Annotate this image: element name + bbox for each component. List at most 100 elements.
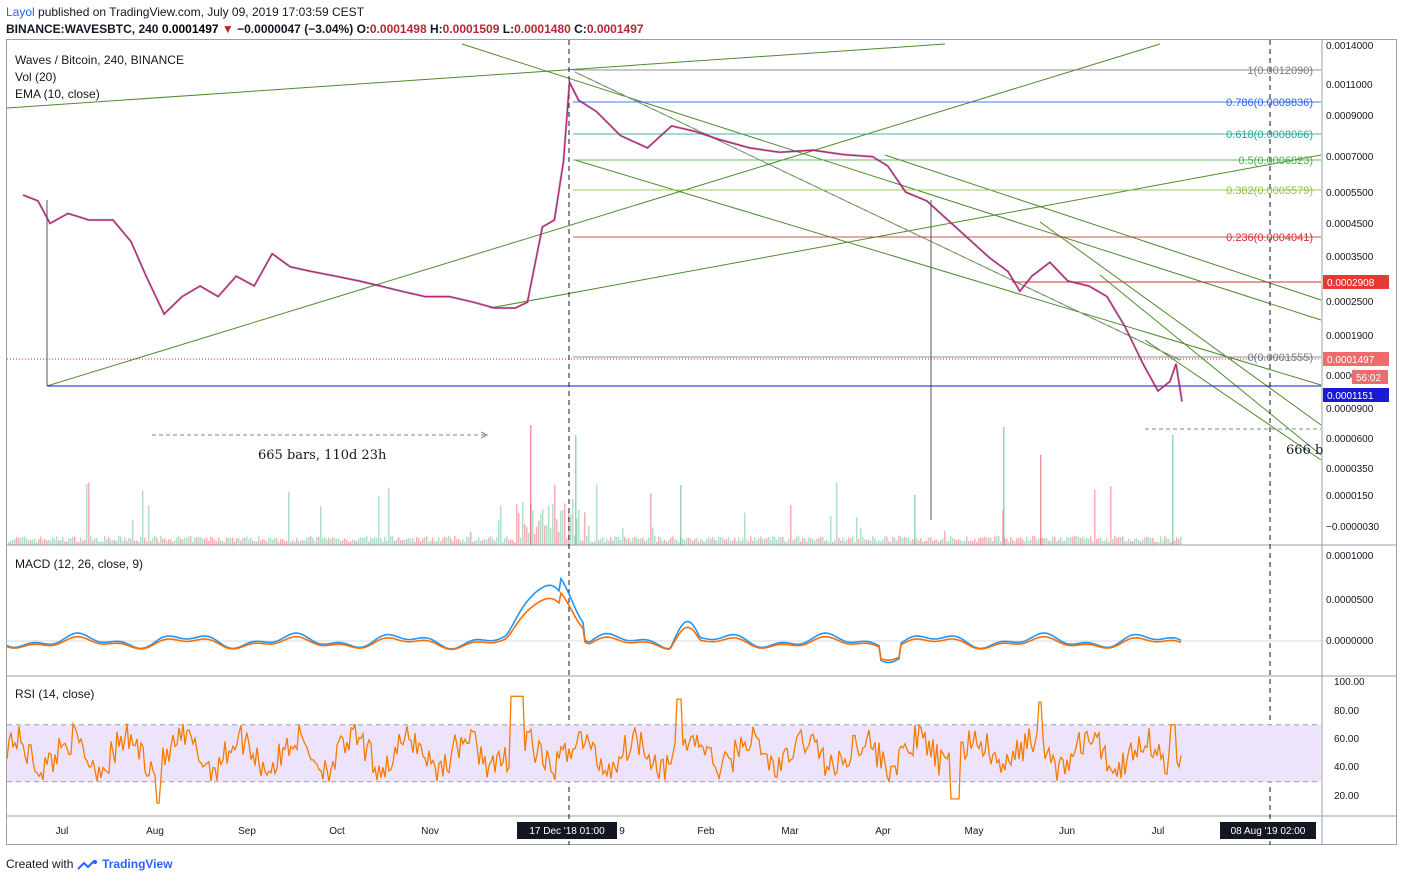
volume-bar [234, 541, 236, 545]
volume-bar [896, 540, 898, 545]
macd-legend[interactable]: MACD (12, 26, close, 9) [15, 557, 144, 571]
tradingview-brand[interactable]: TradingView [102, 857, 173, 871]
volume-bar [550, 528, 552, 545]
volume-bar [112, 539, 114, 545]
volume-bar [776, 539, 778, 545]
volume-bar [404, 539, 406, 545]
volume-bar [842, 537, 844, 545]
volume-bar [784, 541, 786, 545]
volume-bar [122, 541, 124, 545]
volume-bar [586, 535, 588, 545]
volume-bar [1076, 536, 1078, 545]
volume-bar [716, 540, 718, 545]
time-axis-tick: Oct [329, 826, 345, 837]
volume-bar [796, 536, 798, 545]
volume-bar [930, 537, 932, 545]
price-axis-tick: 0.0014000 [1326, 41, 1374, 52]
volume-bar [110, 539, 112, 545]
volume-bar [1098, 538, 1100, 545]
volume-bar [772, 536, 774, 545]
time-axis-tick: Aug [146, 826, 164, 837]
volume-bar [894, 538, 896, 545]
volume-bar [322, 538, 324, 545]
price-badge [1323, 275, 1389, 289]
trend-line [1099, 274, 1322, 456]
volume-bar [354, 540, 356, 545]
volume-bar [284, 541, 286, 545]
volume-bar [1000, 541, 1002, 545]
volume-bar [692, 541, 694, 545]
volume-bar [936, 539, 938, 545]
volume-bar [1106, 537, 1108, 545]
volume-bar [68, 538, 70, 545]
time-axis-tick: Sep [238, 826, 256, 837]
volume-bar [714, 539, 716, 545]
volume-bar [1046, 538, 1048, 545]
volume-bar [1064, 540, 1066, 545]
volume-bar [1036, 540, 1038, 545]
fib-level-label: 1(0.0012090) [1248, 65, 1313, 77]
volume-bar [192, 541, 194, 545]
vol-legend[interactable]: Vol (20) [15, 70, 57, 84]
volume-bar [884, 536, 886, 545]
volume-bar [360, 537, 362, 545]
volume-bar [190, 536, 192, 545]
volume-bar [974, 538, 976, 545]
volume-bar [446, 537, 448, 545]
rsi-legend[interactable]: RSI (14, close) [15, 687, 95, 701]
volume-bar [364, 537, 366, 545]
volume-bar [198, 537, 200, 545]
volume-bar [196, 537, 198, 545]
volume-bar [506, 536, 508, 545]
volume-bar [624, 536, 626, 545]
volume-bar [46, 540, 48, 545]
main-legend[interactable]: Waves / Bitcoin, 240, BINANCE [15, 53, 184, 67]
volume-bar [410, 539, 412, 545]
volume-bar [466, 536, 468, 545]
volume-bar [600, 538, 602, 545]
volume-bar [168, 539, 170, 545]
volume-bar [82, 540, 84, 545]
ema-legend[interactable]: EMA (10, close) [15, 87, 100, 101]
volume-bar [1148, 537, 1150, 545]
time-axis-tick: Feb [697, 826, 715, 837]
volume-bar [492, 538, 494, 545]
volume-bar [52, 536, 54, 545]
author-link[interactable]: Layol [6, 5, 35, 19]
volume-bar [438, 537, 440, 545]
volume-bar [902, 538, 904, 545]
volume-bar [806, 541, 808, 545]
volume-bar [28, 539, 30, 545]
volume-bar [546, 524, 548, 545]
volume-bar [848, 537, 850, 545]
volume-bar [628, 538, 630, 545]
volume-bar [476, 540, 478, 545]
volume-bar [296, 538, 298, 545]
volume-bar [1038, 538, 1040, 545]
volume-bar [60, 540, 62, 545]
volume-bar [654, 536, 656, 545]
volume-spike [1172, 435, 1174, 545]
time-axis-tick: Apr [875, 826, 891, 837]
volume-bar [390, 536, 392, 545]
volume-bar [752, 540, 754, 545]
volume-bar [280, 539, 282, 545]
volume-bar [442, 538, 444, 545]
volume-bar [226, 537, 228, 545]
volume-bar [1016, 538, 1018, 545]
volume-bar [90, 536, 92, 545]
volume-bar [370, 536, 372, 545]
chart-frame[interactable] [6, 39, 1397, 845]
volume-bar [1054, 536, 1056, 545]
volume-bar [960, 540, 962, 545]
volume-bar [564, 503, 566, 545]
volume-bar [186, 537, 188, 545]
volume-bar [232, 537, 234, 545]
volume-bar [646, 539, 648, 545]
volume-bar [1152, 537, 1154, 545]
volume-bar [870, 540, 872, 545]
volume-bar [470, 531, 472, 545]
volume-bar [62, 536, 64, 545]
volume-bar [1020, 536, 1022, 545]
